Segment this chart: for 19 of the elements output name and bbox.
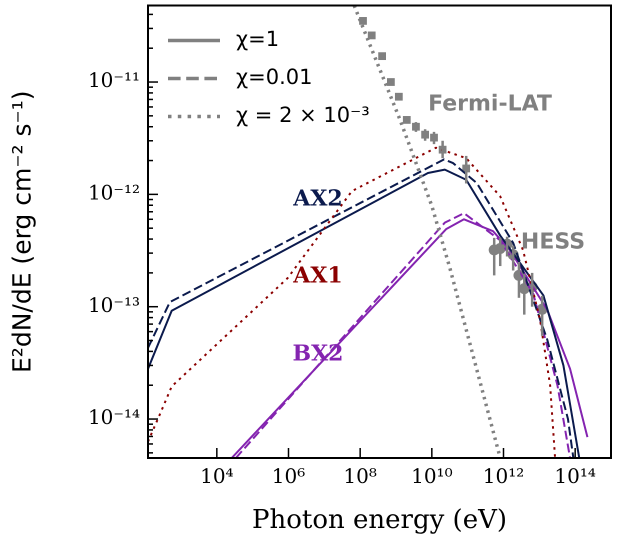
x-tick-label: 10⁸ xyxy=(343,464,377,488)
legend-label: χ=1 xyxy=(236,26,280,51)
series-label: HESS xyxy=(520,230,586,255)
legend-label: χ = 2 × 10⁻³ xyxy=(236,102,370,127)
series-label: AX2 xyxy=(292,186,343,212)
y-axis-title: E²dN/dE (erg cm⁻² s⁻¹) xyxy=(8,90,36,373)
legend-label: χ=0.01 xyxy=(236,64,312,89)
x-tick-label: 10⁶ xyxy=(272,464,306,488)
y-tick-label: 10⁻¹² xyxy=(88,180,140,205)
y-tick-label: 10⁻¹³ xyxy=(88,292,140,317)
y-tick-label: 10⁻¹¹ xyxy=(88,68,140,92)
x-tick-label: 10¹² xyxy=(482,464,524,488)
series-label: AX1 xyxy=(292,262,343,289)
x-tick-label: 10¹⁰ xyxy=(411,464,453,488)
y-tick-label: 10⁻¹⁴ xyxy=(88,405,140,430)
x-tick-label: 10¹⁴ xyxy=(554,464,596,488)
x-axis-title: Photon energy (eV) xyxy=(252,504,507,535)
x-tick-label: 10⁴ xyxy=(200,464,234,488)
series-label: Fermi-LAT xyxy=(428,92,552,117)
